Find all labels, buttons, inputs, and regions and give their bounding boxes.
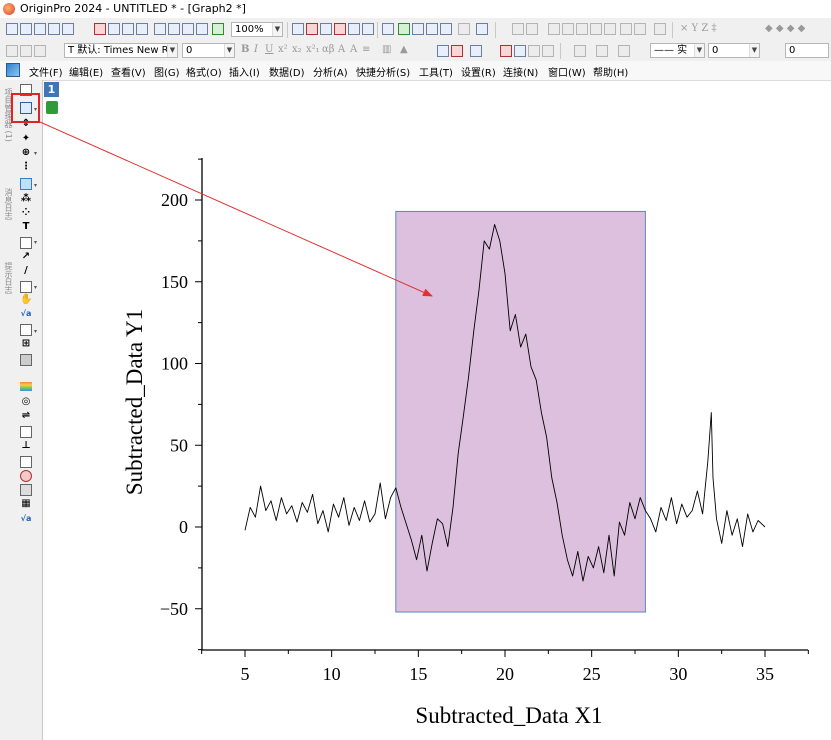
y-tick-label: −50 [160,599,188,619]
y-tick-label: 0 [179,517,188,537]
y-axis-title: Subtracted_Data Y1 [122,309,147,495]
x-tick-label: 5 [241,664,250,684]
x-axis-title: Subtracted_Data X1 [415,703,602,728]
y-tick-label: 150 [161,272,188,292]
x-tick-label: 25 [583,664,601,684]
y-tick-label: 50 [170,435,188,455]
zoom-selection-rectangle [396,211,646,612]
x-tick-label: 30 [669,664,687,684]
x-tick-label: 35 [756,664,774,684]
y-tick-label: 200 [161,190,188,210]
plot-area: 5 10 15 20 25 30 35 −50 0 50 100 150 200 Subtracted_D… [40,122,808,728]
x-tick-label: 20 [496,664,514,684]
x-tick-label: 15 [409,664,427,684]
annotation-arrow [40,122,432,296]
y-tick-label: 100 [161,354,188,374]
x-tick-label: 10 [323,664,341,684]
